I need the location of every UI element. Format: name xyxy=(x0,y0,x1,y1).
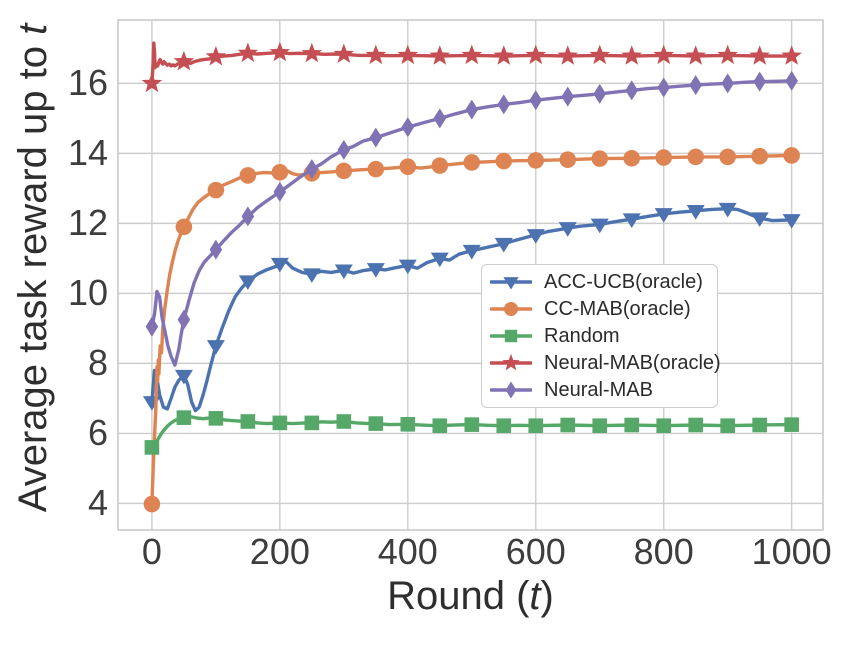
y-tick-label: 12 xyxy=(67,202,108,244)
x-tick-label: 0 xyxy=(141,531,162,572)
y-tick-label: 10 xyxy=(67,272,108,314)
legend-swatch-triangle-down-icon xyxy=(490,277,532,290)
legend-label: ACC-UCB(oracle) xyxy=(544,271,703,294)
y-tick-label: 6 xyxy=(87,412,108,454)
y-axis-label: Average task reward up to t xyxy=(8,0,58,546)
y-axis-label-prefix: Average task reward up to xyxy=(11,34,55,513)
series-markers-Random xyxy=(144,410,799,455)
x-tick-label: 200 xyxy=(249,531,310,572)
series-markers-ACC-UCB(oracle) xyxy=(142,202,801,411)
legend-item-cc-mab-oracle: CC-MAB(oracle) xyxy=(490,296,709,322)
y-tick-label: 14 xyxy=(67,132,108,174)
legend-item-neural-mab: Neural-MAB xyxy=(490,377,709,403)
legend-label: Random xyxy=(544,324,620,347)
legend-item-random: Random xyxy=(490,323,709,349)
legend: ACC-UCB(oracle) CC-MAB(oracle) Random Ne… xyxy=(481,264,721,408)
x-axis-label-suffix: ) xyxy=(540,574,554,618)
x-axis-label-variable: t xyxy=(529,574,541,618)
series-markers-Neural-MAB(oracle) xyxy=(141,41,802,93)
legend-swatch-circle-icon xyxy=(490,302,532,317)
legend-item-neural-mab-oracle: Neural-MAB(oracle) xyxy=(490,350,721,376)
series-markers-Neural-MAB xyxy=(145,70,798,337)
legend-label: Neural-MAB(oracle) xyxy=(544,351,721,374)
legend-label: CC-MAB(oracle) xyxy=(544,298,691,321)
y-tick-label: 8 xyxy=(87,342,108,384)
y-axis-label-variable: t xyxy=(11,23,55,35)
y-tick-label: 16 xyxy=(67,62,108,104)
legend-item-acc-ucb-oracle: ACC-UCB(oracle) xyxy=(490,269,709,295)
x-tick-label: 400 xyxy=(377,531,438,572)
x-axis-label: Round (t) xyxy=(118,574,823,618)
plot-border xyxy=(117,19,824,531)
x-axis-label-prefix: Round ( xyxy=(387,574,530,618)
x-tick-label: 800 xyxy=(633,531,694,572)
legend-swatch-star-icon xyxy=(490,353,532,371)
x-tick-label: 600 xyxy=(505,531,566,572)
x-tick-label: 1000 xyxy=(751,531,832,572)
y-tick-label: 4 xyxy=(87,482,108,524)
legend-swatch-diamond-icon xyxy=(490,381,532,399)
legend-swatch-square-icon xyxy=(490,329,532,343)
legend-label: Neural-MAB xyxy=(544,378,653,401)
